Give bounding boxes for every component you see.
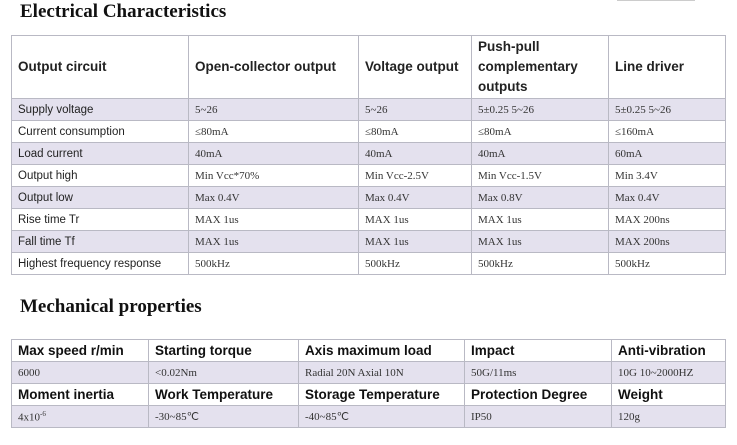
header-cell: Line driver	[608, 35, 726, 99]
header-cell: Max speed r/min	[11, 339, 149, 362]
header-cell: Axis maximum load	[298, 339, 465, 362]
header-cell: Open-collector output	[188, 35, 359, 99]
table-cell: 4x10-6	[11, 405, 149, 428]
table-row: Output high Min Vcc*70% Min Vcc-2.5V Min…	[11, 164, 726, 187]
row-label: Load current	[11, 142, 189, 165]
table-cell: 50G/11ms	[464, 361, 612, 384]
table-header-row: Moment inertia Work Temperature Storage …	[11, 383, 726, 406]
header-cell: Anti-vibration	[611, 339, 726, 362]
table-cell: MAX 1us	[471, 208, 609, 231]
row-label: Output high	[11, 164, 189, 187]
table-cell: 120g	[611, 405, 726, 428]
table-cell: Min Vcc*70%	[188, 164, 359, 187]
row-label: Supply voltage	[11, 98, 189, 121]
table-cell: MAX 1us	[188, 230, 359, 253]
table-cell: MAX 1us	[188, 208, 359, 231]
table-cell: Min Vcc-2.5V	[358, 164, 472, 187]
table-cell: Radial 20N Axial 10N	[298, 361, 465, 384]
table-cell: Min 3.4V	[608, 164, 726, 187]
table-row: Output low Max 0.4V Max 0.4V Max 0.8V Ma…	[11, 186, 726, 209]
table-cell: Max 0.8V	[471, 186, 609, 209]
table-cell: -40~85℃	[298, 405, 465, 428]
table-header-row: Output circuit Open-collector output Vol…	[11, 35, 726, 99]
row-label: Current consumption	[11, 120, 189, 143]
header-cell: Weight	[611, 383, 726, 406]
header-cell: Starting torque	[148, 339, 299, 362]
table-row: 4x10-6 -30~85℃ -40~85℃ IP50 120g	[11, 405, 726, 428]
table-cell: ≤80mA	[471, 120, 609, 143]
table-cell: 5±0.25 5~26	[608, 98, 726, 121]
header-cell: Moment inertia	[11, 383, 149, 406]
table-cell: 10G 10~2000HZ	[611, 361, 726, 384]
table-row: Current consumption ≤80mA ≤80mA ≤80mA ≤1…	[11, 120, 726, 143]
table-cell: MAX 200ns	[608, 208, 726, 231]
table-cell: Min Vcc-1.5V	[471, 164, 609, 187]
row-label: Rise time Tr	[11, 208, 189, 231]
table-cell: 40mA	[471, 142, 609, 165]
table-header-row: Max speed r/min Starting torque Axis max…	[11, 339, 726, 362]
table-cell: ≤160mA	[608, 120, 726, 143]
table-cell: 5~26	[188, 98, 359, 121]
table-cell: MAX 1us	[358, 230, 472, 253]
header-cell: Impact	[464, 339, 612, 362]
table-cell: 6000	[11, 361, 149, 384]
table-cell: Max 0.4V	[358, 186, 472, 209]
table-cell: 60mA	[608, 142, 726, 165]
electrical-section-title: Electrical Characteristics	[20, 1, 227, 22]
header-cell: Work Temperature	[148, 383, 299, 406]
table-row: 6000 <0.02Nm Radial 20N Axial 10N 50G/11…	[11, 361, 726, 384]
row-label: Highest frequency response	[11, 252, 189, 275]
table-cell: MAX 1us	[358, 208, 472, 231]
inertia-exponent: -6	[40, 409, 46, 418]
mechanical-section-title: Mechanical properties	[20, 296, 202, 317]
table-row: Rise time Tr MAX 1us MAX 1us MAX 1us MAX…	[11, 208, 726, 231]
table-cell: -30~85℃	[148, 405, 299, 428]
table-cell: Max 0.4V	[188, 186, 359, 209]
table-cell: MAX 200ns	[608, 230, 726, 253]
top-divider-line	[617, 0, 695, 1]
table-cell: 40mA	[188, 142, 359, 165]
inertia-value: 4x10	[18, 411, 40, 424]
table-cell: 500kHz	[188, 252, 359, 275]
table-row: Highest frequency response 500kHz 500kHz…	[11, 252, 726, 275]
row-label: Fall time Tf	[11, 230, 189, 253]
table-cell: 5±0.25 5~26	[471, 98, 609, 121]
table-cell: ≤80mA	[188, 120, 359, 143]
table-cell: IP50	[464, 405, 612, 428]
table-cell: 500kHz	[471, 252, 609, 275]
header-cell: Output circuit	[11, 35, 189, 99]
table-cell: 500kHz	[608, 252, 726, 275]
table-row: Load current 40mA 40mA 40mA 60mA	[11, 142, 726, 165]
header-cell: Voltage output	[358, 35, 472, 99]
table-cell: ≤80mA	[358, 120, 472, 143]
header-cell: Push-pull complementary outputs	[471, 35, 609, 99]
table-cell: MAX 1us	[471, 230, 609, 253]
header-cell: Storage Temperature	[298, 383, 465, 406]
table-row: Fall time Tf MAX 1us MAX 1us MAX 1us MAX…	[11, 230, 726, 253]
table-cell: <0.02Nm	[148, 361, 299, 384]
mechanical-properties-table: Max speed r/min Starting torque Axis max…	[11, 339, 726, 428]
table-cell: Max 0.4V	[608, 186, 726, 209]
table-cell: 500kHz	[358, 252, 472, 275]
electrical-characteristics-table: Output circuit Open-collector output Vol…	[11, 35, 726, 275]
table-row: Supply voltage 5~26 5~26 5±0.25 5~26 5±0…	[11, 98, 726, 121]
header-cell: Protection Degree	[464, 383, 612, 406]
table-cell: 40mA	[358, 142, 472, 165]
row-label: Output low	[11, 186, 189, 209]
table-cell: 5~26	[358, 98, 472, 121]
